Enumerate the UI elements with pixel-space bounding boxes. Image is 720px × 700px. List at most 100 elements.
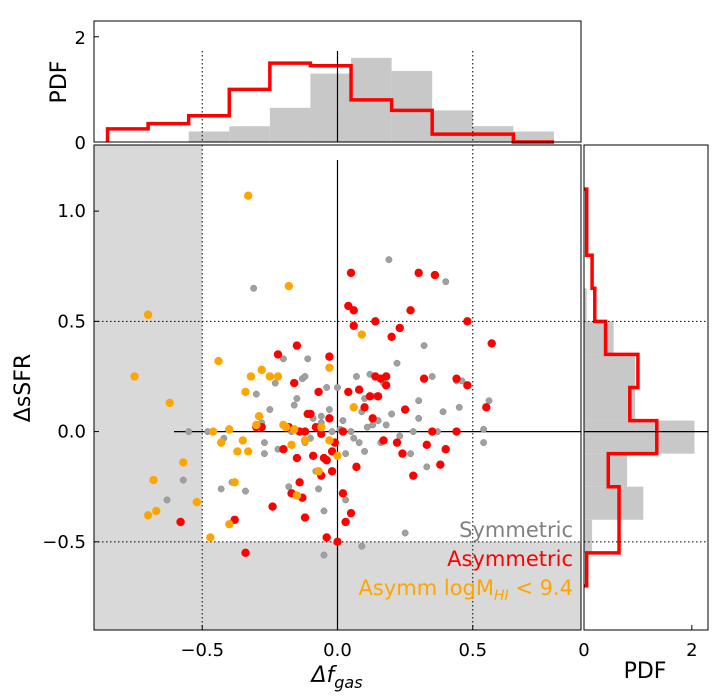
data-point-symmetric bbox=[217, 485, 225, 493]
data-point-asymm-low-hi bbox=[281, 422, 291, 432]
legend-asymm-low-hi-sub: HI bbox=[494, 588, 509, 604]
right-hist-bar bbox=[584, 420, 695, 454]
data-point-symmetric bbox=[415, 397, 423, 405]
x-tick-label: −0.5 bbox=[180, 640, 224, 661]
data-point-symmetric bbox=[271, 379, 279, 387]
data-point-asymm-low-hi bbox=[349, 403, 358, 412]
data-point-asymmetric bbox=[290, 378, 299, 388]
data-point-asymmetric bbox=[338, 489, 348, 498]
data-point-asymm-low-hi bbox=[225, 519, 234, 529]
data-point-symmetric bbox=[442, 278, 450, 286]
data-point-symmetric bbox=[350, 434, 358, 442]
top-marginal-panel: 02 PDF bbox=[47, 20, 582, 154]
data-point-asymmetric bbox=[452, 427, 461, 436]
data-point-symmetric bbox=[385, 256, 393, 264]
data-point-asymm-low-hi bbox=[333, 451, 342, 461]
data-point-asymm-low-hi bbox=[357, 330, 367, 339]
data-point-asymmetric bbox=[333, 537, 342, 547]
data-point-asymm-low-hi bbox=[143, 511, 153, 520]
data-point-symmetric bbox=[304, 355, 312, 363]
data-point-asymm-low-hi bbox=[179, 458, 188, 467]
data-point-asymmetric bbox=[441, 445, 450, 454]
data-point-symmetric bbox=[315, 485, 323, 493]
data-point-asymmetric bbox=[322, 533, 331, 542]
data-point-symmetric bbox=[358, 542, 366, 550]
right-hist-step bbox=[584, 187, 659, 588]
data-point-asymm-low-hi bbox=[325, 436, 334, 445]
data-point-asymmetric bbox=[419, 374, 429, 383]
data-point-asymmetric bbox=[349, 321, 358, 330]
legend: Symmetric Asymmetric Asymm logMHI < 9.4 bbox=[359, 518, 573, 604]
data-point-asymmetric bbox=[344, 387, 353, 397]
data-point-symmetric bbox=[388, 410, 396, 418]
data-point-asymm-low-hi bbox=[287, 440, 296, 450]
data-point-asymmetric bbox=[327, 467, 337, 476]
data-point-symmetric bbox=[369, 421, 377, 429]
data-point-asymmetric bbox=[308, 451, 318, 461]
data-point-asymmetric bbox=[295, 478, 304, 487]
data-point-symmetric bbox=[179, 476, 187, 484]
data-point-asymm-low-hi bbox=[214, 356, 223, 366]
data-point-asymmetric bbox=[349, 306, 358, 315]
legend-asymm-low-hi: Asymm logMHI < 9.4 bbox=[359, 576, 573, 604]
data-point-symmetric bbox=[342, 496, 350, 504]
data-point-asymm-low-hi bbox=[244, 447, 253, 456]
main-y-axis-label: ΔsSFR bbox=[11, 354, 36, 422]
data-point-asymmetric bbox=[346, 268, 356, 278]
data-point-asymmetric bbox=[371, 317, 380, 326]
data-point-asymmetric bbox=[392, 438, 402, 447]
top-y-axis-label: PDF bbox=[47, 61, 72, 104]
main-x-axis-label: Δfgas bbox=[309, 663, 362, 692]
data-point-asymmetric bbox=[352, 462, 361, 472]
data-point-symmetric bbox=[279, 355, 287, 363]
data-point-asymm-low-hi bbox=[244, 191, 253, 200]
data-point-symmetric bbox=[185, 428, 193, 436]
x-tick-label: 0.0 bbox=[323, 640, 352, 661]
data-point-symmetric bbox=[423, 463, 431, 471]
data-point-asymmetric bbox=[398, 449, 407, 458]
data-point-symmetric bbox=[334, 384, 341, 391]
legend-asymm-low-hi-text: Asymm logM bbox=[359, 576, 494, 600]
top-hist-bar bbox=[513, 131, 554, 142]
data-point-asymmetric bbox=[487, 339, 496, 348]
right-hist-bar bbox=[584, 321, 614, 355]
right-x-tick-label: 0 bbox=[578, 640, 589, 661]
data-point-asymm-low-hi bbox=[206, 533, 215, 542]
data-point-symmetric bbox=[342, 450, 350, 458]
data-point-asymmetric bbox=[436, 460, 445, 469]
x-tick-label: 0.5 bbox=[458, 640, 487, 661]
data-point-asymm-low-hi bbox=[216, 438, 226, 447]
data-point-asymmetric bbox=[365, 392, 375, 401]
data-point-asymmetric bbox=[414, 268, 423, 278]
data-point-asymm-low-hi bbox=[314, 467, 323, 476]
data-point-asymmetric bbox=[300, 427, 310, 436]
right-x-tick-label: 2 bbox=[686, 640, 697, 661]
data-point-symmetric bbox=[261, 450, 268, 458]
data-point-symmetric bbox=[325, 406, 333, 413]
x-label-subscript: gas bbox=[334, 673, 362, 692]
data-point-symmetric bbox=[407, 450, 414, 458]
data-point-asymmetric bbox=[409, 471, 418, 480]
y-tick-label: −0.5 bbox=[42, 532, 86, 553]
data-point-asymm-low-hi bbox=[241, 387, 250, 397]
reference-lines bbox=[94, 145, 581, 630]
data-point-symmetric bbox=[293, 395, 301, 402]
data-point-asymmetric bbox=[341, 517, 350, 527]
data-point-asymmetric bbox=[427, 427, 437, 436]
top-y-ticks: 02 bbox=[75, 28, 99, 154]
data-point-asymmetric bbox=[338, 427, 348, 436]
data-point-symmetric bbox=[323, 384, 331, 391]
y-tick-label: 0.5 bbox=[57, 311, 86, 332]
top-hist-bar bbox=[269, 107, 311, 142]
data-point-asymm-low-hi bbox=[252, 420, 261, 430]
data-point-symmetric bbox=[361, 447, 369, 455]
data-point-asymmetric bbox=[325, 414, 334, 423]
data-point-symmetric bbox=[339, 417, 347, 425]
top-hist-step bbox=[105, 61, 554, 144]
data-point-asymmetric bbox=[325, 352, 334, 361]
legend-asymmetric: Asymmetric bbox=[447, 547, 573, 571]
data-point-asymmetric bbox=[279, 445, 288, 454]
data-point-symmetric bbox=[317, 412, 325, 420]
data-point-asymmetric bbox=[317, 429, 326, 438]
